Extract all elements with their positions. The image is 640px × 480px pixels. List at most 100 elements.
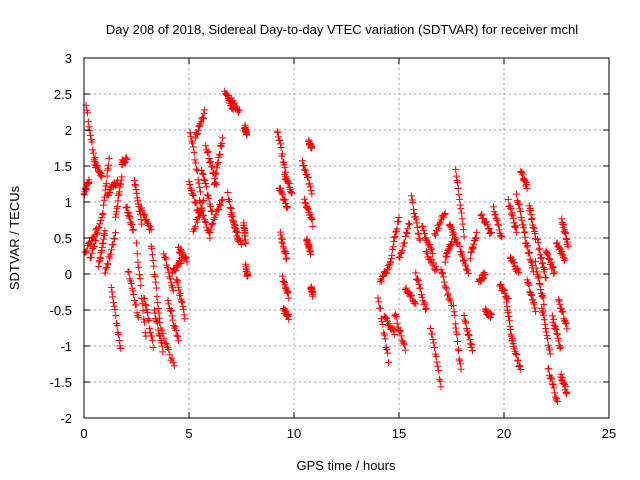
data-point xyxy=(207,208,215,216)
data-point xyxy=(198,169,206,177)
data-point xyxy=(174,332,182,340)
data-point xyxy=(223,91,231,99)
data-point xyxy=(278,150,286,158)
data-point xyxy=(556,344,564,352)
data-point xyxy=(507,204,515,212)
data-point xyxy=(285,179,293,187)
data-point xyxy=(460,312,468,320)
data-point xyxy=(202,183,210,191)
data-point xyxy=(413,219,421,227)
data-point xyxy=(465,331,473,339)
data-point xyxy=(309,222,317,230)
data-point xyxy=(514,357,522,365)
data-point xyxy=(175,286,183,294)
data-point xyxy=(428,256,436,264)
data-point xyxy=(172,276,180,284)
data-point xyxy=(188,139,196,147)
data-point xyxy=(395,214,403,222)
data-point xyxy=(466,255,474,263)
data-point xyxy=(561,255,569,263)
data-point xyxy=(417,284,425,292)
data-point xyxy=(145,221,153,229)
data-point xyxy=(532,264,540,272)
data-point xyxy=(123,156,131,164)
data-point xyxy=(125,268,133,276)
x-tick-label: 0 xyxy=(80,426,87,441)
data-point xyxy=(209,219,217,227)
data-point xyxy=(374,294,382,302)
data-point xyxy=(86,127,94,135)
data-point xyxy=(458,215,466,223)
data-point xyxy=(230,223,238,231)
data-point xyxy=(393,225,401,233)
data-point xyxy=(168,312,176,320)
data-point xyxy=(86,131,94,139)
data-point xyxy=(186,181,194,189)
data-point xyxy=(396,253,404,261)
data-point xyxy=(191,198,199,206)
data-point xyxy=(135,271,143,279)
data-point xyxy=(194,213,202,221)
data-point xyxy=(130,177,138,185)
data-point xyxy=(563,325,571,333)
data-point xyxy=(549,381,557,389)
data-point xyxy=(516,362,524,370)
data-point xyxy=(406,220,413,228)
data-point xyxy=(285,294,293,302)
data-point xyxy=(196,184,204,192)
data-point xyxy=(401,232,409,240)
data-point xyxy=(388,251,396,259)
data-point xyxy=(143,308,151,316)
data-point xyxy=(203,191,211,199)
data-point xyxy=(235,106,243,114)
data-point xyxy=(529,296,537,304)
data-point xyxy=(402,284,410,292)
data-point xyxy=(125,209,133,217)
data-point xyxy=(454,337,462,345)
data-point xyxy=(495,226,503,234)
data-point xyxy=(420,300,428,308)
data-point xyxy=(390,238,398,246)
data-point xyxy=(459,226,467,234)
data-point xyxy=(402,228,410,236)
data-point xyxy=(160,250,168,258)
data-point xyxy=(203,149,211,157)
data-point xyxy=(193,165,201,173)
data-point xyxy=(228,213,236,221)
data-point xyxy=(200,110,208,118)
y-axis-label: SDTVAR / TECUs xyxy=(7,185,22,290)
data-point xyxy=(453,330,461,338)
data-point xyxy=(513,228,521,236)
data-point xyxy=(532,308,539,316)
data-point xyxy=(200,175,208,183)
data-point xyxy=(197,188,205,196)
data-point xyxy=(200,212,208,220)
data-point xyxy=(149,336,157,344)
data-point xyxy=(421,230,429,238)
data-point xyxy=(94,162,102,170)
data-point xyxy=(397,332,405,340)
data-point xyxy=(523,185,531,193)
data-point xyxy=(537,285,545,293)
data-point xyxy=(509,215,517,223)
data-point xyxy=(454,185,462,193)
data-point xyxy=(98,214,106,222)
data-point xyxy=(96,169,104,177)
data-point xyxy=(202,218,210,226)
data-point xyxy=(105,161,113,169)
data-point xyxy=(229,217,237,225)
data-point xyxy=(276,136,284,144)
data-point xyxy=(152,278,160,286)
data-point xyxy=(191,134,199,142)
data-point xyxy=(169,316,177,324)
data-point xyxy=(550,268,558,276)
data-point xyxy=(206,228,214,236)
data-point xyxy=(379,320,387,328)
data-point xyxy=(127,219,135,227)
data-point xyxy=(421,305,429,313)
data-point xyxy=(410,205,418,213)
data-point xyxy=(172,267,180,275)
data-point xyxy=(148,251,156,259)
data-point xyxy=(106,188,114,196)
data-point xyxy=(544,251,552,259)
